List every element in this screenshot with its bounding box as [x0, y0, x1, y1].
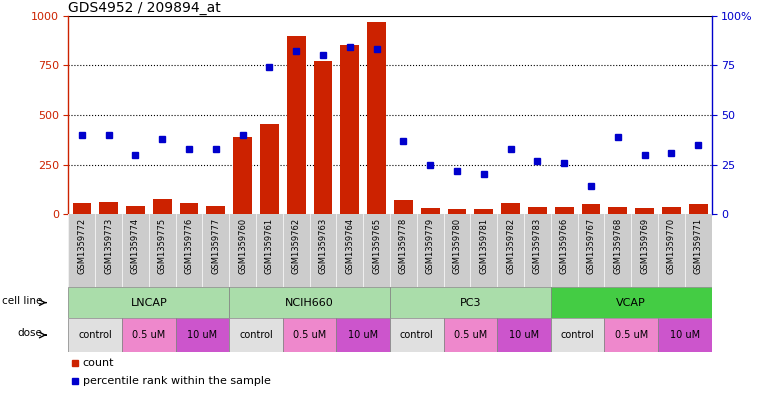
Text: 0.5 uM: 0.5 uM — [132, 330, 165, 340]
Text: GSM1359776: GSM1359776 — [185, 218, 193, 274]
Text: dose: dose — [18, 329, 43, 338]
Text: NCIH660: NCIH660 — [285, 298, 334, 308]
Bar — [122, 318, 176, 352]
Bar — [234, 137, 252, 214]
Bar — [206, 206, 225, 214]
Text: GSM1359771: GSM1359771 — [693, 218, 702, 274]
Text: GSM1359764: GSM1359764 — [345, 218, 355, 274]
Text: 0.5 uM: 0.5 uM — [615, 330, 648, 340]
Bar — [528, 207, 546, 214]
Text: GSM1359761: GSM1359761 — [265, 218, 274, 274]
Bar — [68, 318, 122, 352]
Text: GSM1359768: GSM1359768 — [613, 218, 622, 274]
Text: count: count — [83, 358, 114, 368]
Bar — [394, 200, 412, 214]
Bar — [229, 318, 283, 352]
Bar — [390, 318, 444, 352]
Bar — [604, 318, 658, 352]
Text: GSM1359766: GSM1359766 — [559, 218, 568, 274]
Text: GSM1359765: GSM1359765 — [372, 218, 381, 274]
Text: control: control — [78, 330, 112, 340]
Text: GSM1359770: GSM1359770 — [667, 218, 676, 274]
Text: control: control — [239, 330, 273, 340]
Text: 0.5 uM: 0.5 uM — [454, 330, 487, 340]
Text: GSM1359772: GSM1359772 — [78, 218, 87, 274]
Text: GSM1359773: GSM1359773 — [104, 218, 113, 274]
Text: GSM1359769: GSM1359769 — [640, 218, 649, 274]
Text: GSM1359780: GSM1359780 — [453, 218, 461, 274]
Text: LNCAP: LNCAP — [130, 298, 167, 308]
Text: GDS4952 / 209894_at: GDS4952 / 209894_at — [68, 1, 221, 15]
Text: GSM1359781: GSM1359781 — [479, 218, 489, 274]
Bar — [635, 208, 654, 214]
Text: 10 uM: 10 uM — [187, 330, 218, 340]
Bar — [551, 287, 712, 318]
Bar — [421, 208, 440, 214]
Text: control: control — [400, 330, 434, 340]
Text: control: control — [561, 330, 594, 340]
Bar — [180, 203, 199, 214]
Text: 10 uM: 10 uM — [670, 330, 700, 340]
Bar — [662, 207, 681, 214]
Text: 10 uM: 10 uM — [509, 330, 539, 340]
Text: GSM1359760: GSM1359760 — [238, 218, 247, 274]
Text: GSM1359782: GSM1359782 — [506, 218, 515, 274]
Text: GSM1359767: GSM1359767 — [587, 218, 595, 274]
Text: percentile rank within the sample: percentile rank within the sample — [83, 376, 270, 386]
Bar — [474, 209, 493, 214]
Bar — [501, 203, 520, 214]
Bar — [176, 318, 229, 352]
Bar — [153, 199, 172, 214]
Bar — [229, 287, 390, 318]
Text: GSM1359778: GSM1359778 — [399, 218, 408, 274]
Bar — [287, 36, 306, 214]
Text: GSM1359775: GSM1359775 — [158, 218, 167, 274]
Text: GSM1359779: GSM1359779 — [425, 218, 435, 274]
Bar — [314, 61, 333, 214]
Text: GSM1359762: GSM1359762 — [291, 218, 301, 274]
Text: GSM1359763: GSM1359763 — [319, 218, 327, 274]
Bar — [555, 207, 574, 214]
Text: cell line: cell line — [2, 296, 43, 306]
Text: GSM1359783: GSM1359783 — [533, 218, 542, 274]
Bar — [336, 318, 390, 352]
Bar — [260, 124, 279, 214]
Text: GSM1359774: GSM1359774 — [131, 218, 140, 274]
Bar — [340, 46, 359, 214]
Bar — [390, 287, 551, 318]
Bar — [658, 318, 712, 352]
Bar — [368, 22, 386, 214]
Bar — [447, 209, 466, 214]
Text: VCAP: VCAP — [616, 298, 646, 308]
Text: 10 uM: 10 uM — [348, 330, 378, 340]
Bar — [283, 318, 336, 352]
Bar — [689, 204, 708, 214]
Bar — [126, 206, 145, 214]
Bar — [68, 287, 229, 318]
Bar — [444, 318, 497, 352]
Bar — [99, 202, 118, 214]
Bar — [72, 203, 91, 214]
Bar — [497, 318, 551, 352]
Text: 0.5 uM: 0.5 uM — [293, 330, 326, 340]
Bar — [608, 207, 627, 214]
Bar — [581, 204, 600, 214]
Bar — [551, 318, 604, 352]
Text: GSM1359777: GSM1359777 — [212, 218, 221, 274]
Text: PC3: PC3 — [460, 298, 481, 308]
